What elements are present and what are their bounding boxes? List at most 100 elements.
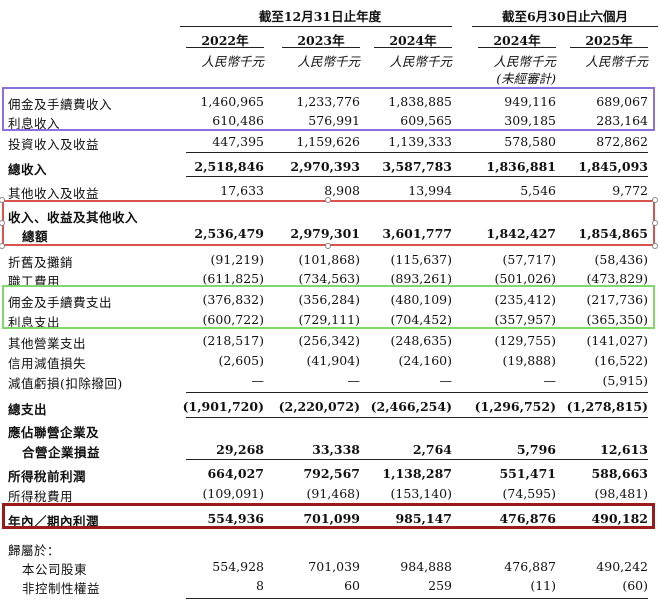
row-value: (1,296,752) bbox=[474, 399, 556, 414]
year-header-1: 2022年 bbox=[201, 33, 249, 48]
selection-handle[interactable] bbox=[652, 220, 658, 226]
row-value: (2,605) bbox=[218, 353, 264, 368]
subtotal-rule bbox=[186, 176, 648, 177]
row-value: 609,565 bbox=[400, 113, 452, 128]
row-label: 所得稅費用 bbox=[8, 489, 74, 504]
row-value: 1,854,865 bbox=[578, 226, 648, 241]
row-value: (729,111) bbox=[298, 312, 360, 327]
row-label: 減值虧損(扣除撥回) bbox=[8, 376, 123, 391]
row-value: 9,772 bbox=[612, 183, 648, 198]
table-row: 所得稅費用 (109,091) (91,468) (153,140) (74,595) (… bbox=[0, 483, 660, 505]
row-value: (153,140) bbox=[390, 486, 452, 501]
unit-label-5: 人民幣千元 bbox=[585, 54, 648, 69]
year-underline-3 bbox=[374, 47, 452, 48]
row-value: (19,888) bbox=[502, 353, 557, 368]
row-label: 應佔聯營企業及 bbox=[8, 425, 100, 440]
subtotal-rule bbox=[186, 392, 648, 393]
row-value: 985,147 bbox=[395, 511, 452, 526]
table-row: 利息支出 (600,722) (729,111) (704,452) (357,957)… bbox=[0, 309, 660, 331]
row-value: 12,613 bbox=[600, 442, 648, 457]
row-value: 2,518,846 bbox=[194, 159, 264, 174]
row-value: 701,039 bbox=[308, 559, 360, 574]
row-value: (115,637) bbox=[390, 252, 452, 267]
year-header-4: 2024年 bbox=[493, 33, 541, 48]
highlight-box-commission-interest-expense bbox=[2, 285, 655, 329]
row-label: 投資收入及收益 bbox=[8, 137, 100, 152]
header-group-interim: 截至6月30日止六個月 bbox=[501, 9, 629, 24]
year-underline-1 bbox=[186, 47, 264, 48]
row-label: 收入、收益及其他收入 bbox=[8, 210, 139, 225]
row-value: 490,182 bbox=[591, 511, 648, 526]
row-value: 3,587,783 bbox=[382, 159, 452, 174]
row-value: 447,395 bbox=[212, 134, 264, 149]
subtotal-rule bbox=[186, 417, 648, 418]
table-row: 其他營業支出 (218,517) (256,342) (248,635) (129,75… bbox=[0, 330, 660, 352]
row-value: (235,412) bbox=[494, 292, 556, 307]
row-value: (704,452) bbox=[390, 312, 452, 327]
row-value: 2,536,479 bbox=[194, 226, 264, 241]
row-label: 其他收入及收益 bbox=[8, 186, 100, 201]
row-label: 非控制性權益 bbox=[22, 581, 101, 596]
row-value: 5,796 bbox=[516, 442, 556, 457]
row-label: 歸屬於： bbox=[8, 543, 61, 558]
table-row: 收入、收益及其他收入 bbox=[0, 204, 660, 226]
row-value: (24,160) bbox=[398, 353, 453, 368]
row-value: 8 bbox=[256, 578, 264, 593]
row-label: 合營企業損益 bbox=[22, 445, 101, 460]
row-value: (1,278,815) bbox=[566, 399, 648, 414]
selection-handle[interactable] bbox=[0, 243, 5, 249]
row-value: — bbox=[251, 373, 265, 388]
table-row: 應佔聯營企業及 bbox=[0, 419, 660, 441]
table-row: 總額 2,536,479 2,979,301 3,601,777 1,842,427 1,… bbox=[0, 223, 660, 245]
table-row: 歸屬於： bbox=[0, 537, 660, 559]
row-value: (5,915) bbox=[602, 373, 648, 388]
row-value: 554,928 bbox=[212, 559, 264, 574]
selection-handle[interactable] bbox=[0, 197, 5, 203]
row-label: 信用減值損失 bbox=[8, 356, 87, 371]
row-value: (600,722) bbox=[202, 312, 264, 327]
unit-label-3: 人民幣千元 bbox=[389, 54, 452, 69]
year-underline-5 bbox=[570, 47, 648, 48]
row-value: (129,755) bbox=[494, 333, 556, 348]
row-value: 283,164 bbox=[596, 113, 648, 128]
row-value: (217,736) bbox=[586, 292, 648, 307]
row-label: 總額 bbox=[22, 229, 49, 244]
row-value: 309,185 bbox=[504, 113, 556, 128]
year-header-5: 2025年 bbox=[585, 33, 633, 48]
row-value: (16,522) bbox=[594, 353, 649, 368]
row-value: 1,139,333 bbox=[388, 134, 452, 149]
row-label: 總支出 bbox=[8, 402, 48, 417]
row-label: 折舊及攤銷 bbox=[8, 255, 74, 270]
row-value: 984,888 bbox=[400, 559, 452, 574]
header-rule-interim bbox=[472, 26, 658, 27]
row-value: 551,471 bbox=[499, 466, 556, 481]
row-value: (473,829) bbox=[586, 271, 648, 286]
row-value: 13,994 bbox=[408, 183, 452, 198]
unit-label-2: 人民幣千元 bbox=[297, 54, 360, 69]
table-row: 非控制性權益 8 60 259 (11) (60) bbox=[0, 575, 660, 597]
selection-handle[interactable] bbox=[325, 197, 331, 203]
row-value: (91,468) bbox=[306, 486, 361, 501]
selection-handle[interactable] bbox=[652, 243, 658, 249]
row-value: (734,563) bbox=[298, 271, 360, 286]
row-value: 1,845,093 bbox=[578, 159, 648, 174]
row-value: (41,904) bbox=[306, 353, 361, 368]
row-value: 1,138,287 bbox=[382, 466, 452, 481]
row-label: 本公司股東 bbox=[22, 562, 88, 577]
selection-handle[interactable] bbox=[652, 197, 658, 203]
row-value: 1,159,626 bbox=[296, 134, 360, 149]
row-value: 689,067 bbox=[596, 94, 648, 109]
highlight-box-commission-interest-income bbox=[2, 87, 655, 131]
row-label: 所得稅前利潤 bbox=[8, 469, 87, 484]
row-value: 578,580 bbox=[504, 134, 556, 149]
year-header-2: 2023年 bbox=[297, 33, 345, 48]
table-row: 所得稅前利潤 664,027 792,567 1,138,287 551,471 588,… bbox=[0, 463, 660, 485]
row-value: 576,991 bbox=[308, 113, 360, 128]
row-value: (501,026) bbox=[494, 271, 556, 286]
row-value: (109,091) bbox=[202, 486, 264, 501]
table-row: 總收入 2,518,846 2,970,393 3,587,783 1,836,881 1… bbox=[0, 156, 660, 178]
selection-handle[interactable] bbox=[0, 220, 5, 226]
row-value: (1,901,720) bbox=[182, 399, 264, 414]
selection-handle[interactable] bbox=[325, 243, 331, 249]
row-value: (58,436) bbox=[594, 252, 649, 267]
